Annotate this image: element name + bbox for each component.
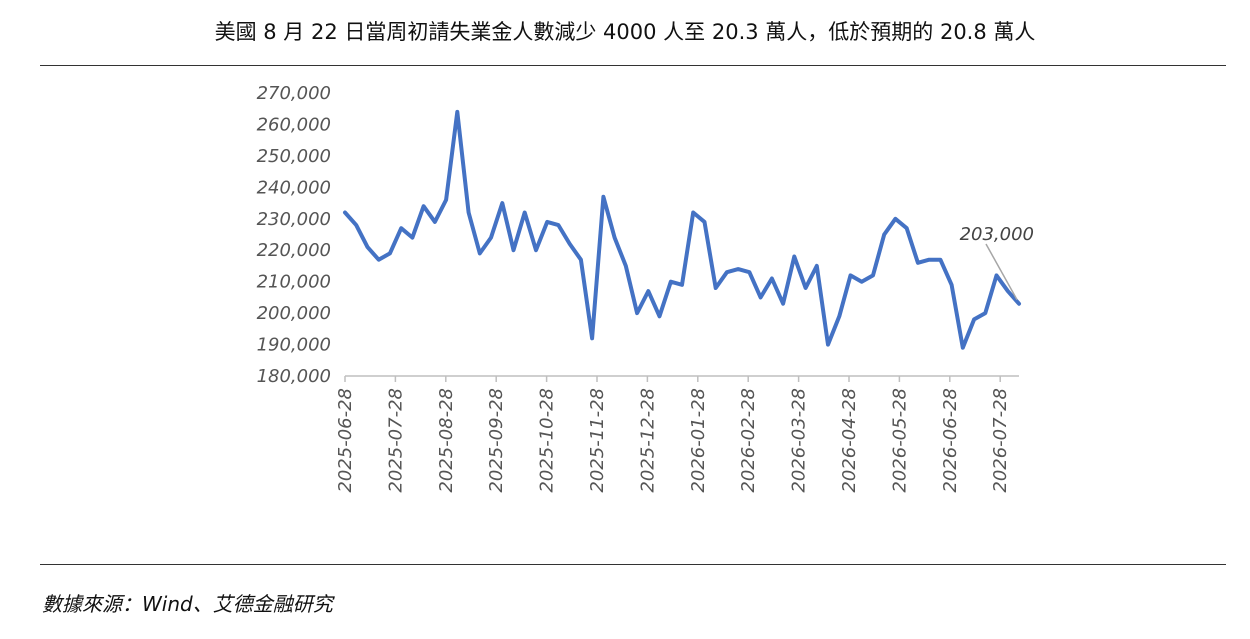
- x-tick-label: 2026-02-28: [738, 388, 759, 493]
- y-tick-label: 260,000: [257, 114, 331, 135]
- y-tick-label: 230,000: [257, 209, 331, 230]
- series-line: [343, 109, 1021, 350]
- bottom-divider: [40, 564, 1226, 565]
- y-tick-label: 180,000: [257, 366, 331, 387]
- y-tick-label: 200,000: [257, 303, 331, 324]
- x-tick-label: 2026-07-28: [990, 388, 1011, 493]
- x-tick-label: 2025-09-28: [486, 388, 507, 493]
- x-tick-label: 2025-12-28: [637, 388, 658, 493]
- annotation-leader-line: [985, 243, 1018, 301]
- x-tick-label: 2026-01-28: [688, 388, 709, 493]
- y-tick-label: 210,000: [257, 272, 331, 293]
- series-group: [343, 109, 1021, 350]
- top-divider: [40, 65, 1226, 66]
- y-tick-label: 250,000: [257, 146, 331, 167]
- x-tick-label: 2025-08-28: [436, 388, 457, 493]
- x-tick-label: 2026-05-28: [889, 388, 910, 493]
- x-tick-label: 2025-11-28: [587, 388, 608, 493]
- source-note: 數據來源：Wind、艾德金融研究: [42, 592, 333, 616]
- y-tick-label: 190,000: [257, 335, 331, 356]
- y-tick-label: 220,000: [257, 240, 331, 261]
- annotation-group: 203,000: [960, 224, 1034, 301]
- chart-title: 美國 8 月 22 日當周初請失業金人數減少 4000 人至 20.3 萬人，低…: [214, 20, 1036, 44]
- x-tick-label: 2025-10-28: [537, 388, 558, 493]
- x-tick-label: 2026-03-28: [789, 388, 810, 493]
- y-tick-label: 240,000: [257, 177, 331, 198]
- x-tick-label: 2026-06-28: [940, 388, 961, 493]
- annotation-label: 203,000: [960, 224, 1034, 245]
- x-tick-label: 2026-04-28: [839, 388, 860, 493]
- x-axis: 2025-06-28 2025-07-28 2025-08-28 2025-09-28…: [335, 375, 1019, 493]
- y-tick-label: 270,000: [257, 83, 331, 104]
- y-axis: 180,000 190,000 200,000 210,000 220,000 230,0…: [257, 83, 331, 387]
- x-tick-label: 2025-06-28: [335, 388, 356, 493]
- x-tick-label: 2025-07-28: [385, 388, 406, 493]
